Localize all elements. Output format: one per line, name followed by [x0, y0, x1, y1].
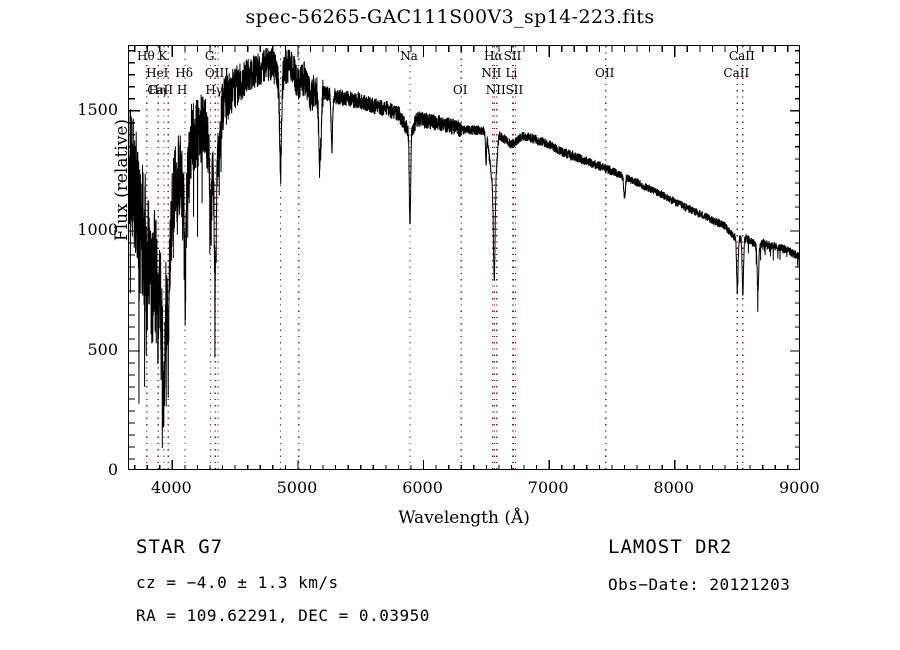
line-label-oiii: OIII — [204, 66, 229, 80]
x-tick-label: 9000 — [779, 478, 820, 497]
y-tick-label: 1000 — [77, 219, 118, 239]
line-label-h-gamma: Hγ — [205, 83, 223, 97]
coordinates: RA = 109.62291, DEC = 0.03950 — [136, 606, 430, 625]
line-label-h-theta: Hθ — [136, 49, 155, 63]
y-tick-label: 0 — [107, 460, 118, 479]
line-label-nii: NII — [481, 66, 502, 80]
spectrum-plot — [129, 46, 799, 469]
x-tick-label: 5000 — [276, 478, 318, 497]
line-label-hei: HeI — [146, 66, 169, 80]
line-label-li: Li — [505, 66, 518, 80]
line-label-sii-2: SII — [505, 83, 524, 97]
x-tick-label: 4000 — [150, 478, 192, 497]
y-axis-label: Flux (relative) — [112, 118, 132, 242]
survey-name: LAMOST DR2 — [608, 536, 733, 558]
marker-gridlines — [146, 46, 744, 469]
line-label-sii: SII — [503, 49, 522, 63]
x-tick-label: 7000 — [527, 478, 569, 497]
line-label-h-delta: Hδ — [175, 66, 193, 80]
x-tick-label: 6000 — [402, 478, 443, 497]
x-tick-label: 8000 — [653, 478, 695, 497]
line-label-g-band: G — [204, 49, 215, 63]
line-label-oi: OI — [452, 83, 468, 97]
plot-frame — [128, 45, 800, 470]
x-axis-label: Wavelength (Å) — [398, 508, 530, 528]
line-label-caii-b: CaII — [723, 66, 750, 80]
obs-date: Obs−Date: 20121203 — [608, 575, 791, 594]
flux-curve — [129, 47, 799, 448]
line-label-h-eta: Hη — [148, 83, 167, 97]
object-type: STAR G7 — [136, 536, 224, 558]
line-label-na: Na — [400, 49, 418, 63]
line-label-caii-h: CaII H — [147, 83, 188, 97]
y-tick-label: 1500 — [77, 99, 118, 119]
radial-velocity: cz = −4.0 ± 1.3 km/s — [136, 573, 339, 592]
line-label-oii: OII — [595, 66, 615, 80]
y-tick-label: 500 — [87, 339, 118, 359]
line-label-nii-2: NII — [485, 83, 506, 97]
line-label-caii-a: CaII — [728, 49, 755, 63]
page-title: spec-56265-GAC111S00V3_sp14-223.fits — [245, 6, 655, 28]
line-label-h-alpha: Hα — [483, 49, 503, 63]
line-label-caii-k: K — [158, 49, 168, 63]
